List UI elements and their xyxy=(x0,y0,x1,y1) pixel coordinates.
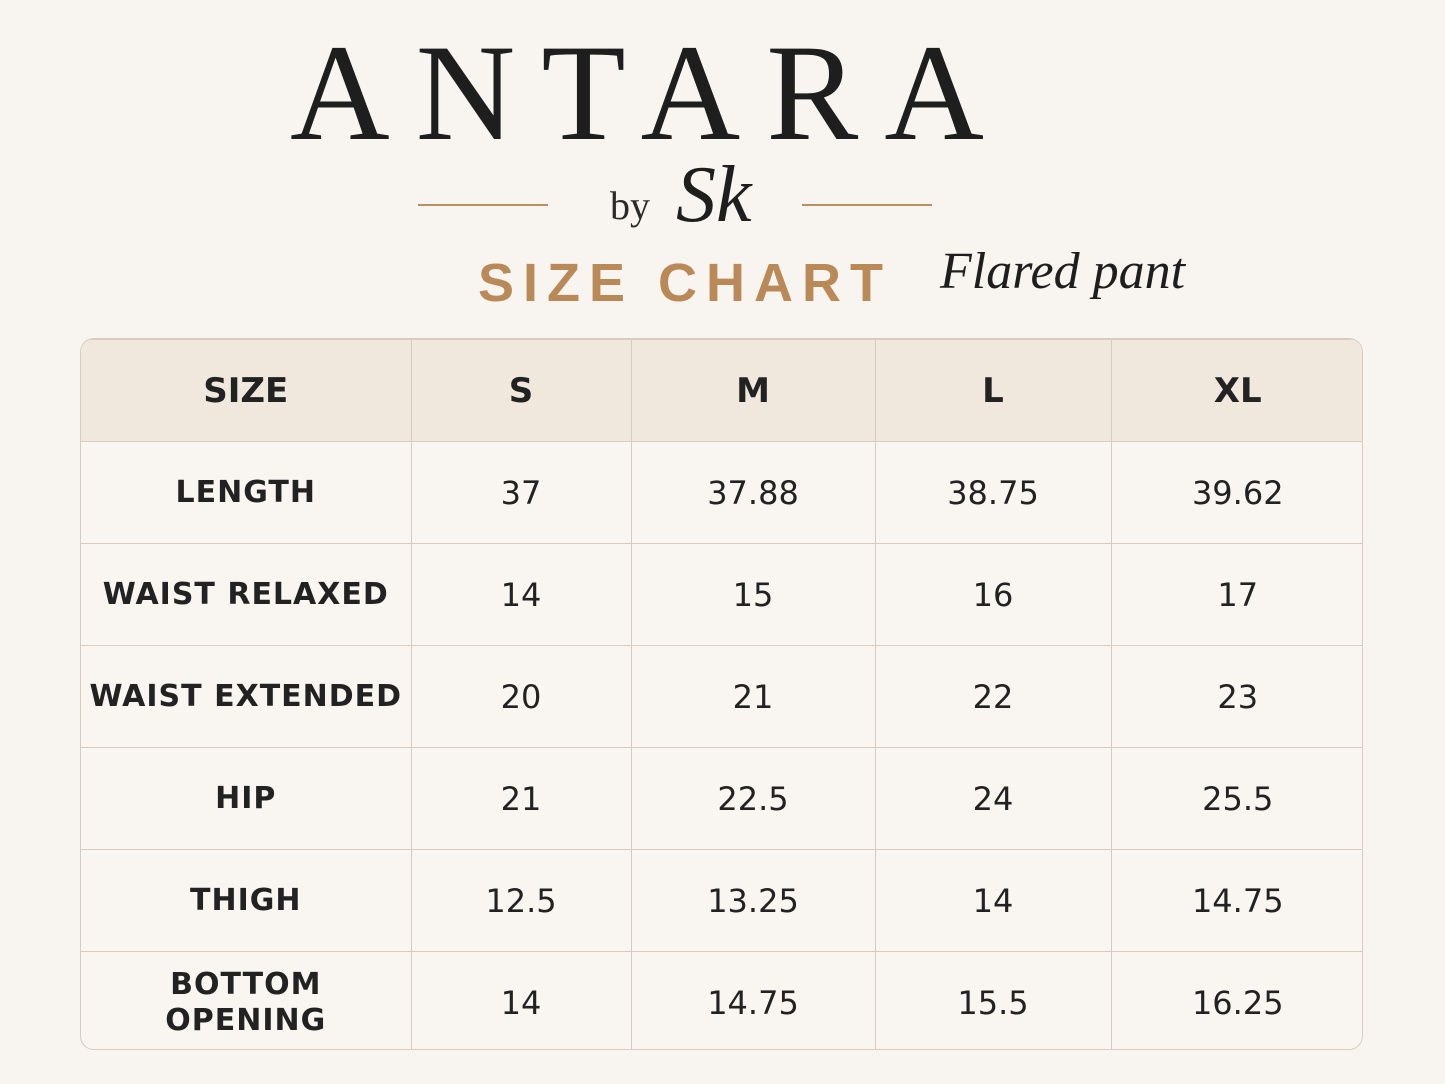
table-row: LENGTH 37 37.88 38.75 39.62 xyxy=(81,441,1362,544)
cell: 25.5 xyxy=(1110,747,1362,850)
divider xyxy=(418,204,548,206)
cell: 21 xyxy=(410,747,632,850)
subtitle: Flared pant xyxy=(940,243,1186,300)
cell: 39.62 xyxy=(1110,441,1362,544)
table-frame: SIZE S M L XL LENGTH 37 37.88 38.75 39.62 WAIST RE… xyxy=(80,338,1363,1050)
row-label: BOTTOM OPENING xyxy=(81,951,412,1049)
cell: 14 xyxy=(874,849,1112,952)
row-label: THIGH xyxy=(81,849,412,952)
size-table: SIZE S M L XL LENGTH 37 37.88 38.75 39.62 WAIST RE… xyxy=(81,339,1362,1049)
cell: 14 xyxy=(410,951,632,1049)
cell: 12.5 xyxy=(410,849,632,952)
cell: 38.75 xyxy=(874,441,1112,544)
column-header: SIZE xyxy=(81,339,412,442)
signature: Sk xyxy=(676,151,752,239)
cell: 21 xyxy=(630,645,876,748)
cell: 37.88 xyxy=(630,441,876,544)
table-row: WAIST EXTENDED 20 21 22 23 xyxy=(81,645,1362,748)
cell: 16.25 xyxy=(1110,951,1362,1049)
cell: 37 xyxy=(410,441,632,544)
header-row: SIZE S M L XL xyxy=(81,339,1362,442)
cell: 22.5 xyxy=(630,747,876,850)
cell: 13.25 xyxy=(630,849,876,952)
table-row: HIP 21 22.5 24 25.5 xyxy=(81,747,1362,850)
column-header: M xyxy=(630,339,876,442)
cell: 15.5 xyxy=(874,951,1112,1049)
table-row: BOTTOM OPENING 14 14.75 15.5 16.25 xyxy=(81,951,1362,1049)
by-text: by xyxy=(610,183,650,228)
cell: 15 xyxy=(630,543,876,646)
cell: 16 xyxy=(874,543,1112,646)
cell: 22 xyxy=(874,645,1112,748)
cell: 14 xyxy=(410,543,632,646)
row-label: WAIST EXTENDED xyxy=(81,645,412,748)
cell: 17 xyxy=(1110,543,1362,646)
row-label: WAIST RELAXED xyxy=(81,543,412,646)
table-row: THIGH 12.5 13.25 14 14.75 xyxy=(81,849,1362,952)
row-label: HIP xyxy=(81,747,412,850)
brand: ANTARA xyxy=(290,16,1010,169)
column-header: XL xyxy=(1110,339,1362,442)
cell: 20 xyxy=(410,645,632,748)
table-row: WAIST RELAXED 14 15 16 17 xyxy=(81,543,1362,646)
row-label: LENGTH xyxy=(81,441,412,544)
column-header: L xyxy=(874,339,1112,442)
divider xyxy=(802,204,932,206)
cell: 23 xyxy=(1110,645,1362,748)
column-header: S xyxy=(410,339,632,442)
cell: 14.75 xyxy=(1110,849,1362,952)
cell: 24 xyxy=(874,747,1112,850)
cell: 14.75 xyxy=(630,951,876,1049)
title: SIZE CHART xyxy=(478,253,892,313)
